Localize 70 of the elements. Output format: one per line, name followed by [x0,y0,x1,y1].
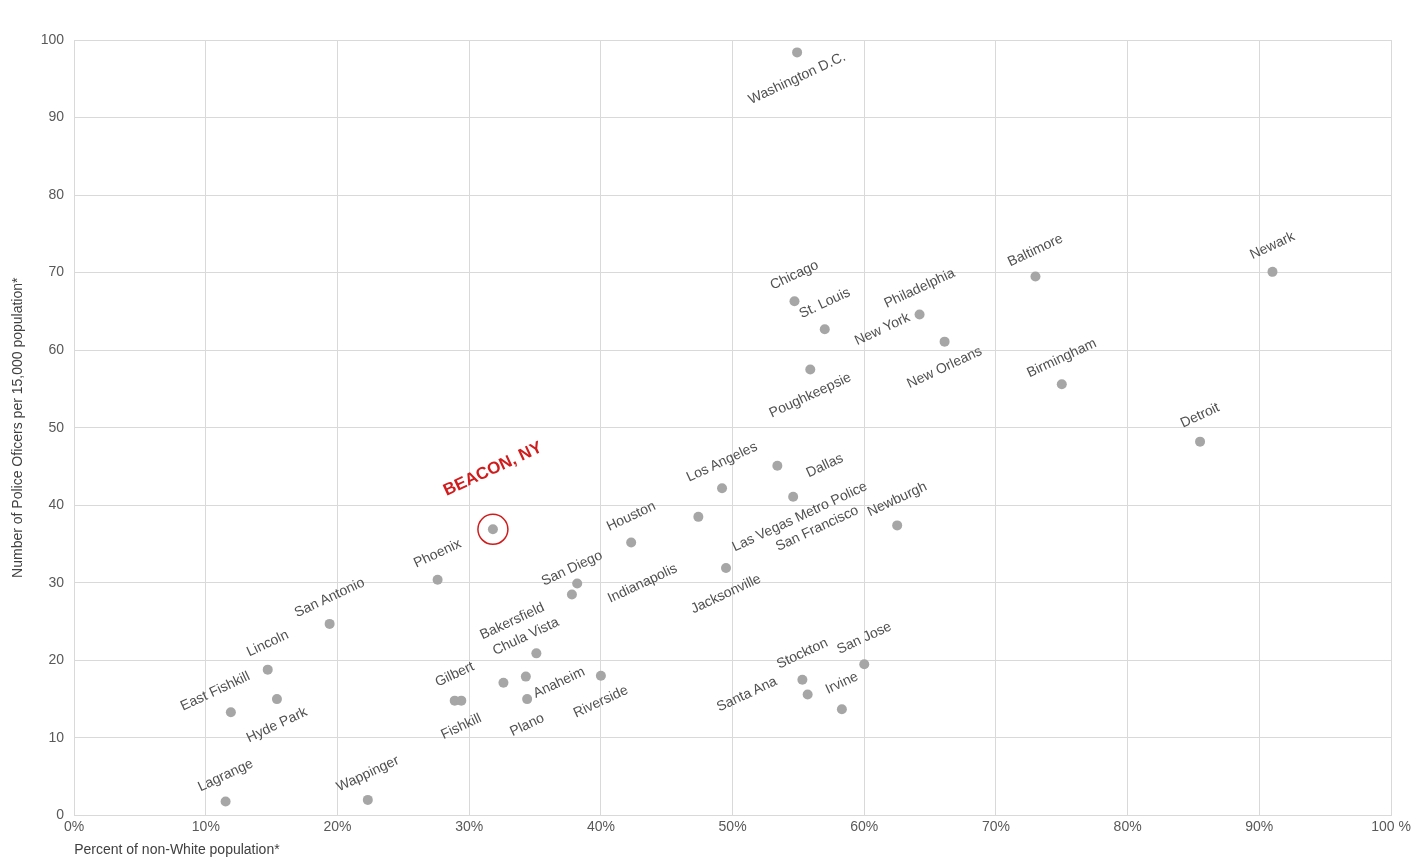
y-tick-label: 70 [48,263,65,280]
point [836,704,847,715]
annotation: San Diego [538,546,605,589]
annotation: St. Louis [796,283,853,321]
point [914,309,925,320]
annotation: Plano [507,709,547,739]
point [1267,266,1278,277]
y-tick-label: 20 [48,651,65,668]
point [477,513,509,546]
point [789,296,800,307]
point [859,659,870,670]
annotation: Gilbert [432,657,477,690]
point [220,796,231,807]
annotation: Santa Ana [713,672,780,715]
y-tick-label: 60 [48,341,65,358]
x-axis-title: Percent of non-White population* [74,841,281,858]
point [520,671,531,682]
y-tick-label: 30 [48,573,65,590]
x-tick-label: 30% [455,817,484,834]
point [595,670,606,681]
x-tick-label: 60% [850,817,879,834]
point [531,648,542,659]
point [772,460,783,471]
point [717,483,728,494]
x-tick-label: 90% [1245,817,1274,834]
point [805,364,816,375]
y-tick-label: 90 [48,108,65,125]
point [432,574,443,585]
point [1195,436,1206,447]
point [892,520,903,531]
point [362,794,373,805]
y-tick-label: 40 [48,496,65,513]
point [572,578,583,589]
point [721,563,731,574]
x-tick-label: 70% [981,817,1010,834]
x-tick-label: 0% [64,817,85,834]
point [1056,379,1067,390]
annotation: San Jose [833,617,894,657]
point [498,677,509,688]
x-tick-label: 10% [191,817,220,834]
x-tick-label: 20% [323,817,352,834]
point [522,694,533,705]
annotation: New York [851,308,914,348]
point [802,689,813,700]
point [792,47,803,58]
point [324,618,335,629]
annotation: Hyde Park [243,702,311,746]
x-tick-label: 100 % [1371,817,1411,834]
annotation: Dallas [803,449,846,481]
point [626,537,637,548]
annotation: Irvine [822,667,861,697]
point [271,694,282,705]
y-axis-title: Number of Police Oficers per 15,000 population* [9,276,26,578]
y-tick-label: 0 [56,806,65,823]
point [819,324,830,335]
x-tick-label: 40% [586,817,615,834]
point [1030,271,1041,282]
point [788,491,799,502]
x-tick-label: 80% [1113,817,1142,834]
point [225,707,236,718]
y-tick-label: 80 [48,185,65,202]
x-tick-label: 50% [718,817,747,834]
y-tick-label: 10 [48,728,65,745]
point [566,589,577,600]
y-tick-label: 100 [40,30,65,47]
point [797,674,808,685]
point [693,511,704,522]
point [262,664,273,675]
point [939,336,950,347]
y-tick-label: 50 [48,418,65,435]
